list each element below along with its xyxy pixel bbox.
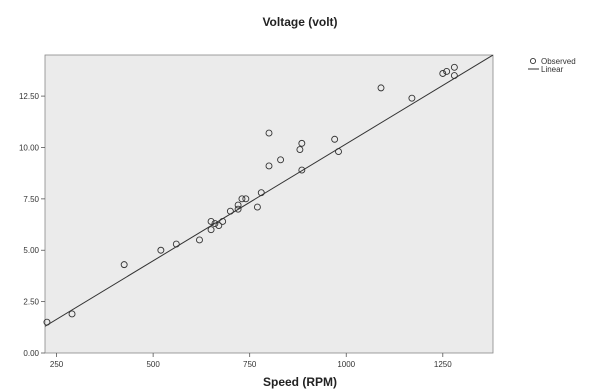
y-tick-label: 0.00 <box>23 349 39 358</box>
observed-point <box>196 236 203 244</box>
observed-point <box>408 94 416 102</box>
legend-observed-label: Observed <box>541 57 576 66</box>
observed-point <box>377 84 385 92</box>
observed-point <box>257 189 265 197</box>
y-tick-label: 12.50 <box>19 92 40 101</box>
x-axis-title: Speed (RPM) <box>263 375 337 389</box>
y-tick-label: 2.50 <box>23 298 39 307</box>
legend-linear-label: Linear <box>541 65 564 74</box>
observed-point <box>439 70 447 77</box>
legend-observed-marker <box>529 57 537 65</box>
x-tick-label: 250 <box>50 360 64 369</box>
y-tick-label: 7.50 <box>23 195 39 204</box>
observed-point <box>234 201 242 209</box>
legend: Observed Linear <box>528 57 576 74</box>
observed-point <box>219 218 227 225</box>
y-tick-label: 5.00 <box>23 246 39 255</box>
observed-point <box>450 72 458 80</box>
observed-points-layer <box>43 63 458 326</box>
observed-point <box>120 261 128 269</box>
observed-point <box>277 156 285 164</box>
chart-title: Voltage (volt) <box>262 15 337 29</box>
observed-point <box>211 220 219 227</box>
observed-point <box>265 129 273 137</box>
observed-point <box>226 207 234 215</box>
observed-point <box>253 203 261 211</box>
observed-point <box>207 226 215 234</box>
observed-point <box>238 195 246 203</box>
observed-point <box>242 195 250 203</box>
x-tick-label: 500 <box>146 360 160 369</box>
observed-point <box>234 205 242 213</box>
plot-area <box>44 54 494 354</box>
x-axis: 250 500 750 1000 1250 <box>50 353 452 369</box>
observed-point <box>265 162 273 170</box>
linear-fit-line <box>45 55 493 327</box>
observed-point <box>68 310 76 318</box>
observed-point <box>207 218 215 225</box>
observed-point <box>172 240 180 248</box>
observed-point <box>296 146 304 153</box>
observed-point <box>157 246 165 254</box>
observed-point <box>443 67 451 75</box>
observed-point <box>43 318 51 326</box>
x-tick-label: 1250 <box>434 360 452 369</box>
observed-point <box>335 148 342 156</box>
observed-point <box>215 222 223 230</box>
fit-line-layer <box>45 55 493 327</box>
observed-point <box>298 166 306 174</box>
x-tick-label: 750 <box>243 360 257 369</box>
observed-point <box>331 135 339 143</box>
x-tick-label: 1000 <box>337 360 355 369</box>
observed-point <box>450 63 458 71</box>
observed-point <box>298 139 306 147</box>
y-tick-label: 10.00 <box>19 143 40 152</box>
y-axis: 0.00 2.50 5.00 7.50 10.00 12.50 <box>19 92 45 358</box>
